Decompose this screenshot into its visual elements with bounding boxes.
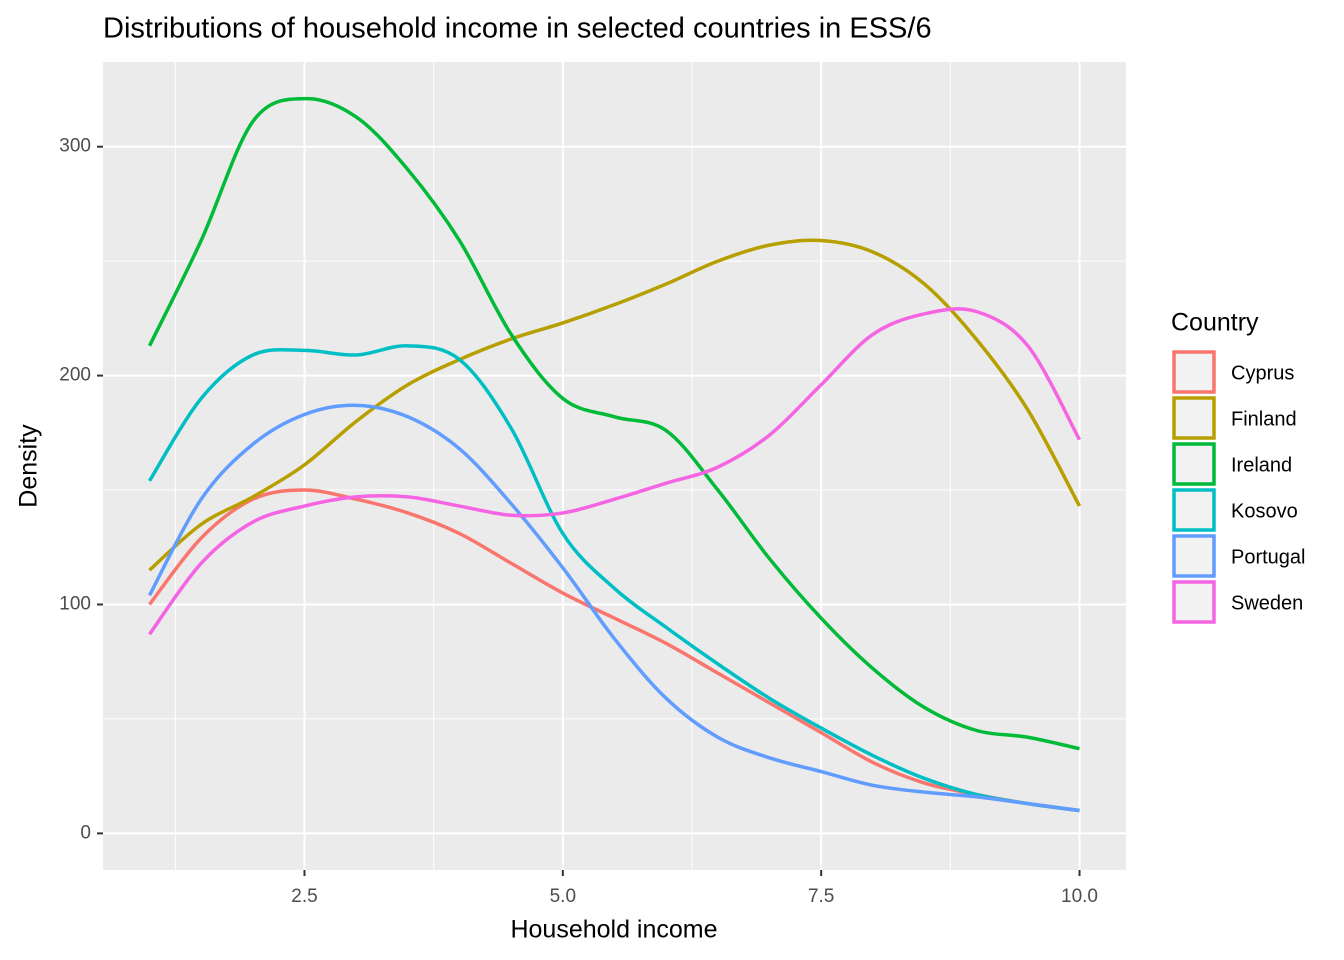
legend-label: Portugal — [1231, 546, 1306, 568]
legend-title: Country — [1171, 309, 1259, 337]
y-axis-title: Density — [15, 424, 43, 508]
y-tick-label: 100 — [59, 593, 91, 614]
x-tick-label: 7.5 — [808, 886, 834, 907]
legend-key — [1172, 396, 1216, 440]
chart-title: Distributions of household income in sel… — [103, 13, 932, 45]
x-tick-label: 10.0 — [1061, 886, 1098, 907]
legend-label: Ireland — [1231, 454, 1292, 476]
legend-label: Cyprus — [1231, 362, 1294, 384]
y-tick-label: 200 — [59, 365, 91, 386]
legend-key — [1172, 488, 1216, 532]
legend-key — [1172, 350, 1216, 394]
x-tick-label: 5.0 — [550, 886, 576, 907]
legend-label: Kosovo — [1231, 500, 1298, 522]
density-line — [148, 344, 1080, 813]
legend-key — [1172, 442, 1216, 486]
density-line — [148, 488, 1080, 813]
lines — [147, 96, 1082, 813]
legend-label: Finland — [1231, 408, 1297, 430]
grid — [103, 62, 1126, 870]
legend-key — [1172, 534, 1216, 578]
density-line — [148, 238, 1082, 572]
y-tick-label: 300 — [59, 136, 91, 157]
y-tick-label: 0 — [80, 822, 91, 843]
density-line — [147, 96, 1080, 751]
x-tick-label: 2.5 — [291, 886, 317, 907]
panel — [103, 62, 1126, 870]
density-line — [147, 403, 1080, 813]
density-line — [148, 307, 1082, 636]
x-axis-title: Household income — [510, 916, 717, 944]
legend-key — [1172, 580, 1216, 624]
legend-label: Sweden — [1231, 592, 1303, 614]
